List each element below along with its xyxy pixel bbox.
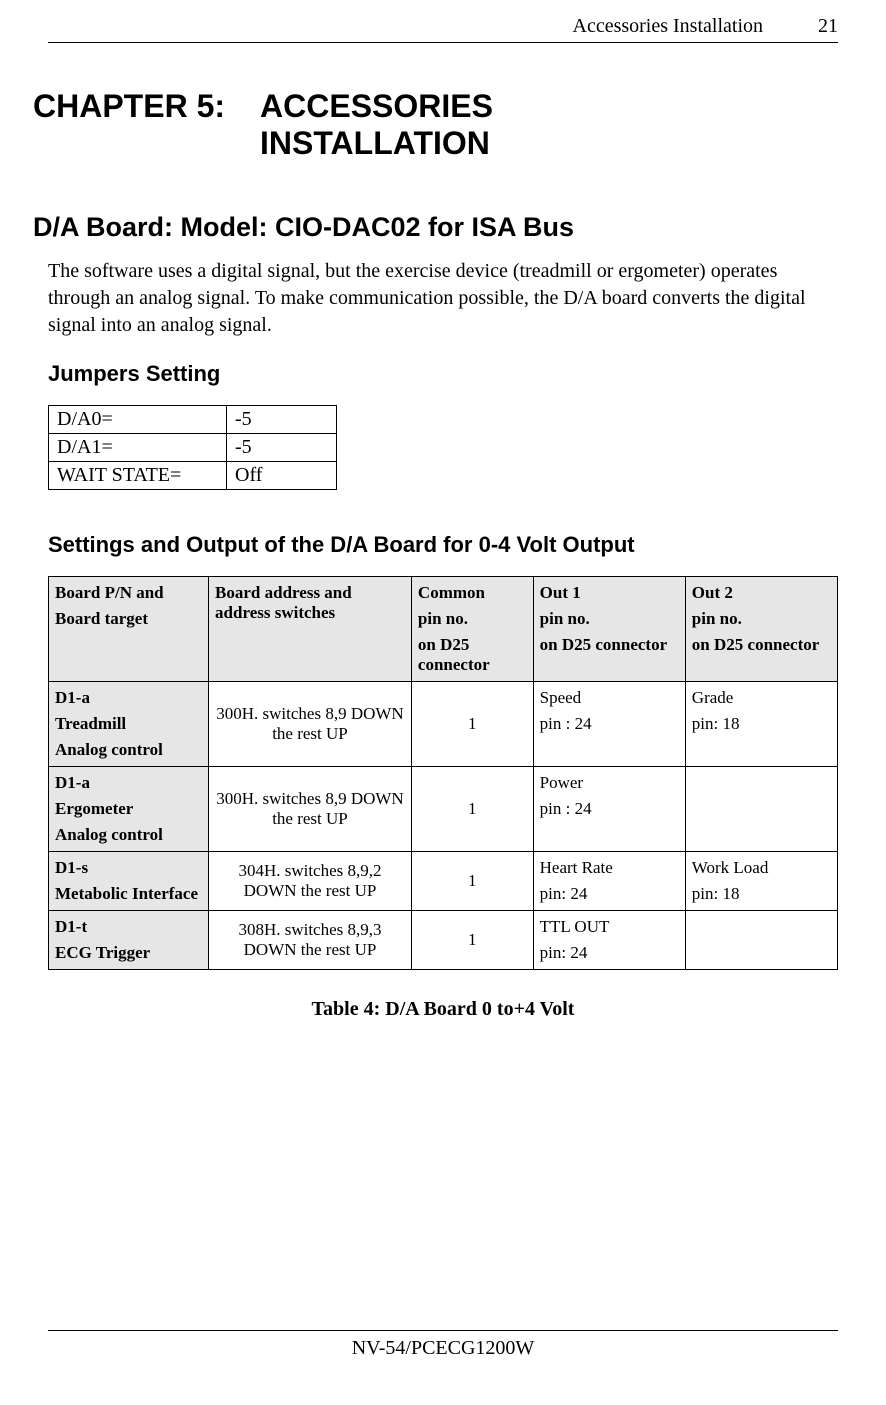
table-row: D/A0= -5	[49, 406, 337, 434]
cell-text: D1-a	[55, 688, 202, 708]
jumper-value: Off	[227, 462, 337, 490]
header-text: Board address and address switches	[215, 583, 352, 622]
table-row: D/A1= -5	[49, 434, 337, 462]
jumper-label: WAIT STATE=	[49, 462, 227, 490]
cell-text: pin : 24	[540, 799, 679, 819]
cell-address: 300H. switches 8,9 DOWN the rest UP	[209, 682, 412, 767]
table-caption: Table 4: D/A Board 0 to+4 Volt	[48, 998, 838, 1021]
page-footer: NV-54/PCECG1200W	[48, 1330, 838, 1360]
cell-board: D1-a Ergometer Analog control	[49, 767, 209, 852]
cell-address: 304H. switches 8,9,2 DOWN the rest UP	[209, 852, 412, 911]
header-title: Accessories Installation	[573, 15, 764, 38]
footer-text: NV-54/PCECG1200W	[352, 1337, 535, 1359]
jumper-label: D/A0=	[49, 406, 227, 434]
section-heading-da-board: D/A Board: Model: CIO-DAC02 for ISA Bus	[33, 212, 838, 243]
header-text: pin no.	[692, 609, 831, 629]
jumper-value: -5	[227, 434, 337, 462]
chapter-label: CHAPTER 5:	[33, 88, 225, 162]
col-header-out2: Out 2 pin no. on D25 connector	[685, 577, 837, 682]
cell-common: 1	[411, 911, 533, 970]
col-header-common: Common pin no. on D25 connector	[411, 577, 533, 682]
jumpers-table: D/A0= -5 D/A1= -5 WAIT STATE= Off	[48, 405, 337, 490]
section-paragraph: The software uses a digital signal, but …	[48, 258, 838, 339]
cell-out1: Heart Rate pin: 24	[533, 852, 685, 911]
cell-text: Treadmill	[55, 714, 202, 734]
cell-board: D1-t ECG Trigger	[49, 911, 209, 970]
table-row: D1-t ECG Trigger 308H. switches 8,9,3 DO…	[49, 911, 838, 970]
cell-text: pin: 24	[540, 884, 679, 904]
cell-text: Grade	[692, 688, 831, 708]
settings-table: Board P/N and Board target Board address…	[48, 576, 838, 970]
header-text: pin no.	[540, 609, 679, 629]
cell-text: pin: 24	[540, 943, 679, 963]
chapter-title: CHAPTER 5: ACCESSORIES INSTALLATION	[33, 88, 838, 162]
cell-text: Metabolic Interface	[55, 884, 202, 904]
cell-text: Analog control	[55, 740, 202, 760]
jumper-label: D/A1=	[49, 434, 227, 462]
page-header: Accessories Installation 21	[48, 15, 838, 43]
settings-heading: Settings and Output of the D/A Board for…	[48, 532, 838, 558]
cell-text: Ergometer	[55, 799, 202, 819]
cell-address: 300H. switches 8,9 DOWN the rest UP	[209, 767, 412, 852]
cell-out1: TTL OUT pin: 24	[533, 911, 685, 970]
cell-board: D1-a Treadmill Analog control	[49, 682, 209, 767]
cell-text: D1-s	[55, 858, 202, 878]
col-header-out1: Out 1 pin no. on D25 connector	[533, 577, 685, 682]
header-text: on D25 connector	[692, 635, 831, 655]
header-page-number: 21	[818, 15, 838, 38]
cell-text: Analog control	[55, 825, 202, 845]
cell-text: pin: 18	[692, 714, 831, 734]
jumpers-heading: Jumpers Setting	[48, 361, 838, 387]
cell-out2: Work Load pin: 18	[685, 852, 837, 911]
table-row: D1-a Ergometer Analog control 300H. swit…	[49, 767, 838, 852]
header-text: on D25 connector	[540, 635, 679, 655]
cell-out1: Speed pin : 24	[533, 682, 685, 767]
cell-text: pin : 24	[540, 714, 679, 734]
chapter-line2: INSTALLATION	[260, 125, 493, 162]
table-row: WAIT STATE= Off	[49, 462, 337, 490]
cell-text: Heart Rate	[540, 858, 679, 878]
cell-text: pin: 18	[692, 884, 831, 904]
cell-text: D1-a	[55, 773, 202, 793]
header-text: Out 2	[692, 583, 831, 603]
cell-text: Power	[540, 773, 679, 793]
cell-text: ECG Trigger	[55, 943, 202, 963]
header-text: Common	[418, 583, 527, 603]
col-header-board: Board P/N and Board target	[49, 577, 209, 682]
table-row: D1-a Treadmill Analog control 300H. swit…	[49, 682, 838, 767]
cell-common: 1	[411, 767, 533, 852]
cell-text: TTL OUT	[540, 917, 679, 937]
header-text: pin no.	[418, 609, 527, 629]
cell-out2: Grade pin: 18	[685, 682, 837, 767]
chapter-line1: ACCESSORIES	[260, 88, 493, 125]
header-text: Out 1	[540, 583, 679, 603]
cell-out1: Power pin : 24	[533, 767, 685, 852]
cell-board: D1-s Metabolic Interface	[49, 852, 209, 911]
jumper-value: -5	[227, 406, 337, 434]
header-text: Board P/N and	[55, 583, 202, 603]
cell-common: 1	[411, 682, 533, 767]
table-header-row: Board P/N and Board target Board address…	[49, 577, 838, 682]
table-row: D1-s Metabolic Interface 304H. switches …	[49, 852, 838, 911]
cell-common: 1	[411, 852, 533, 911]
header-text: Board target	[55, 609, 202, 629]
cell-address: 308H. switches 8,9,3 DOWN the rest UP	[209, 911, 412, 970]
cell-out2	[685, 767, 837, 852]
cell-text: Speed	[540, 688, 679, 708]
cell-out2	[685, 911, 837, 970]
header-text: on D25 connector	[418, 635, 527, 675]
cell-text: Work Load	[692, 858, 831, 878]
chapter-text: ACCESSORIES INSTALLATION	[260, 88, 493, 162]
col-header-address: Board address and address switches	[209, 577, 412, 682]
cell-text: D1-t	[55, 917, 202, 937]
